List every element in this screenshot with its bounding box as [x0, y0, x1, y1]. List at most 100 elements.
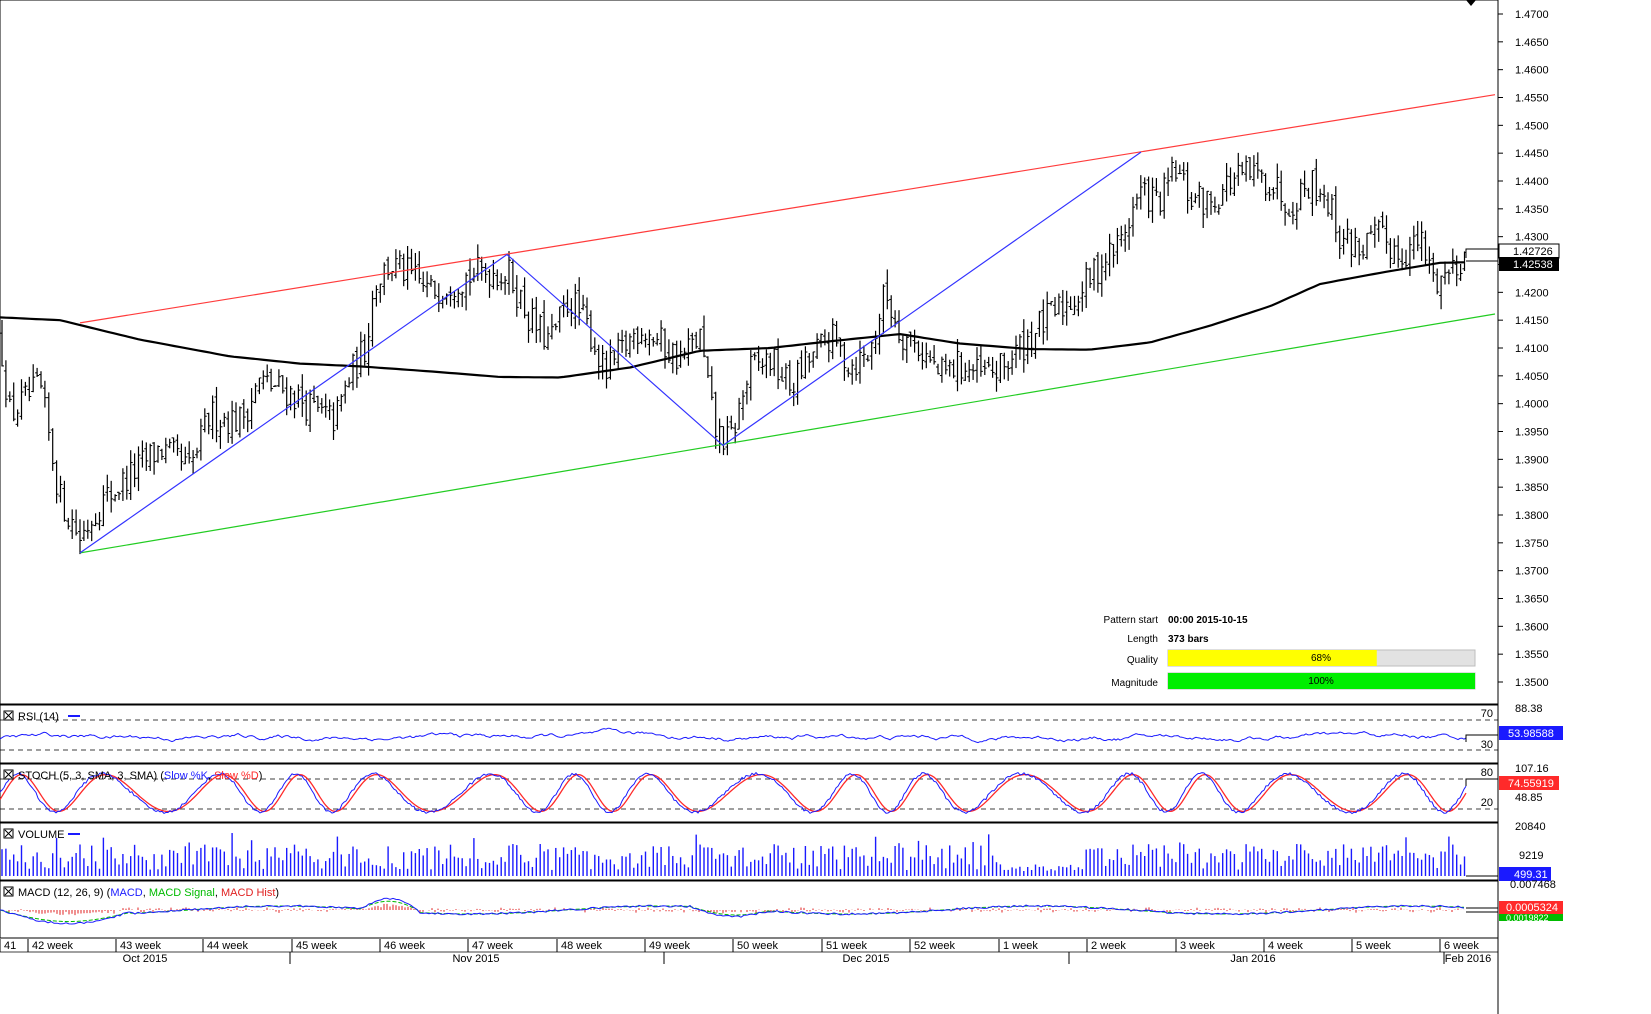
volume-bars — [1, 833, 1466, 876]
ohlc-bar — [1279, 170, 1284, 211]
ohlc-bar — [503, 276, 508, 295]
ohlc-bar — [1287, 208, 1291, 217]
ohlc-bar — [382, 262, 387, 296]
ohlc-bar — [85, 519, 90, 539]
ohlc-bar — [861, 345, 866, 367]
ohlc-bar — [737, 397, 742, 430]
ohlc-bar — [1107, 233, 1112, 277]
ohlc-bar — [1458, 263, 1463, 281]
y-tick-label: 1.3550 — [1515, 649, 1549, 661]
ohlc-bar — [436, 283, 441, 313]
ohlc-bar — [1099, 254, 1104, 297]
stoch-value-label: 74.55919 — [1508, 778, 1554, 790]
ohlc-bar — [23, 381, 28, 396]
ohlc-bar — [791, 382, 796, 407]
ohlc-bar — [889, 295, 894, 328]
ohlc-bar — [378, 283, 383, 303]
pattern-magnitude-label: Magnitude — [1111, 678, 1158, 689]
y-tick-label: 1.3800 — [1515, 510, 1549, 522]
ohlc-bar — [741, 390, 745, 421]
ohlc-bar — [678, 340, 683, 368]
ohlc-bar — [885, 269, 890, 310]
ohlc-bar — [928, 350, 933, 363]
ohlc-bar — [694, 331, 699, 349]
ohlc-bar — [456, 288, 461, 308]
scroll-marker-icon[interactable] — [1466, 0, 1476, 6]
week-label: 41 — [4, 940, 16, 952]
week-label: 2 week — [1091, 940, 1126, 952]
ohlc-bar — [1170, 156, 1174, 182]
ohlc-bar — [460, 291, 465, 307]
ohlc-bar — [1400, 248, 1405, 271]
ohlc-bar — [881, 284, 886, 334]
ohlc-bar — [89, 520, 94, 542]
ohlc-bar — [1209, 191, 1213, 215]
ohlc-bar — [27, 376, 32, 402]
week-label: 6 week — [1444, 940, 1479, 952]
ohlc-bar — [19, 379, 24, 420]
ohlc-bar — [105, 474, 110, 502]
stoch-title-prefix: STOCH (5, 3, SMA, 3, SMA) — [18, 770, 157, 782]
week-label: 51 week — [826, 940, 867, 952]
ohlc-bar — [1068, 296, 1073, 310]
macd-top-label: 0.007468 — [1510, 879, 1556, 891]
ohlc-bar — [596, 344, 601, 380]
ohlc-bar — [315, 395, 320, 412]
ohlc-bar — [46, 392, 51, 441]
ohlc-bar — [1095, 251, 1100, 293]
ohlc-bar — [39, 371, 43, 389]
ohlc-bar — [296, 384, 301, 408]
ohlc-bar — [916, 340, 921, 362]
week-label: 47 week — [472, 940, 513, 952]
ohlc-bar — [807, 353, 812, 373]
stoch-slow-d: Slow %D — [214, 770, 259, 782]
ohlc-bar — [261, 370, 266, 390]
ohlc-bar — [331, 402, 336, 440]
ohlc-bar — [54, 460, 59, 504]
ohlc-bar — [951, 359, 956, 379]
y-tick-label: 1.4400 — [1515, 176, 1549, 188]
ohlc-bar — [846, 367, 851, 378]
macd-series — [0, 897, 1465, 925]
ohlc-bar — [234, 402, 238, 432]
ohlc-bar — [304, 390, 309, 426]
ohlc-bar — [507, 251, 511, 295]
ohlc-bar — [510, 258, 515, 294]
resistance-line — [79, 94, 1496, 324]
ohlc-bar — [1080, 281, 1085, 312]
y-tick-label: 1.3600 — [1515, 621, 1549, 633]
week-label: 52 week — [914, 940, 955, 952]
y-tick-label: 1.4550 — [1515, 93, 1549, 105]
ohlc-bar — [1271, 187, 1276, 200]
week-label: 50 week — [737, 940, 778, 952]
week-label: 48 week — [561, 940, 602, 952]
ohlc-bar — [230, 400, 235, 444]
ohlc-bar — [1201, 187, 1206, 229]
ohlc-bar — [198, 418, 203, 461]
ohlc-bar — [943, 353, 948, 375]
ohlc-bar — [1092, 257, 1096, 291]
y-tick-label: 1.3750 — [1515, 538, 1549, 550]
y-tick-label: 1.4300 — [1515, 232, 1549, 244]
ohlc-bar — [1255, 152, 1260, 179]
ohlc-bar — [709, 366, 714, 401]
ohlc-bar — [1251, 155, 1256, 187]
ohlc-bar — [947, 359, 952, 377]
stoch-panel: STOCH (5, 3, SMA, 3, SMA) (Slow %K, Slow… — [0, 763, 1559, 823]
ohlc-bar — [1368, 225, 1373, 235]
ohlc-bar — [811, 351, 816, 368]
ohlc-bar — [538, 314, 543, 343]
ohlc-bar — [1302, 170, 1307, 197]
ohlc-bar — [990, 356, 995, 378]
ohlc-bar — [7, 391, 12, 403]
ohlc-bar — [826, 332, 831, 363]
ma-price-label: 1.42538 — [1513, 259, 1553, 271]
ohlc-bar — [140, 440, 145, 468]
ohlc-bar — [647, 329, 652, 356]
ohlc-bar — [936, 363, 940, 375]
ohlc-bar — [1446, 269, 1451, 285]
ohlc-bar — [904, 336, 909, 364]
ohlc-bar — [1084, 261, 1089, 309]
ohlc-bar — [799, 350, 804, 380]
pattern-start-value: 00:00 2015-10-15 — [1168, 615, 1248, 626]
